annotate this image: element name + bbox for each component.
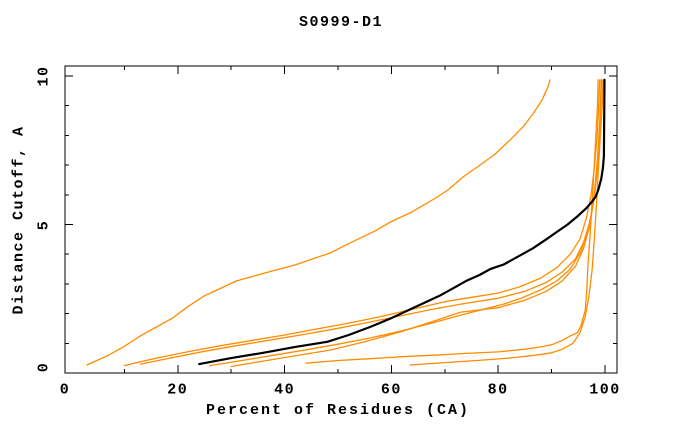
y-tick-label-10: 10 xyxy=(35,65,53,87)
y-tick-label-5: 5 xyxy=(35,219,53,230)
curve-model-f xyxy=(305,79,599,364)
plot-title: S0999-D1 xyxy=(298,14,384,31)
curve-model-b xyxy=(123,79,601,367)
x-tick-label-60: 60 xyxy=(380,381,402,399)
x-axis-label: Percent of Residues (CA) xyxy=(205,402,471,419)
curve-model-g xyxy=(409,79,604,366)
x-tick-label-20: 20 xyxy=(167,381,189,399)
x-tick-label-100: 100 xyxy=(589,381,621,399)
curve-model-d xyxy=(209,79,603,367)
x-tick-label-40: 40 xyxy=(274,381,296,399)
curve-reference-model xyxy=(198,78,606,366)
curve-model-a xyxy=(86,79,551,366)
x-tick-label-80: 80 xyxy=(487,381,509,399)
plot-frame xyxy=(64,65,618,374)
x-tick-label-0: 0 xyxy=(59,381,71,399)
curve-model-e xyxy=(230,79,602,368)
curve-model-c xyxy=(139,79,602,365)
y-tick-label-0: 0 xyxy=(35,361,53,373)
